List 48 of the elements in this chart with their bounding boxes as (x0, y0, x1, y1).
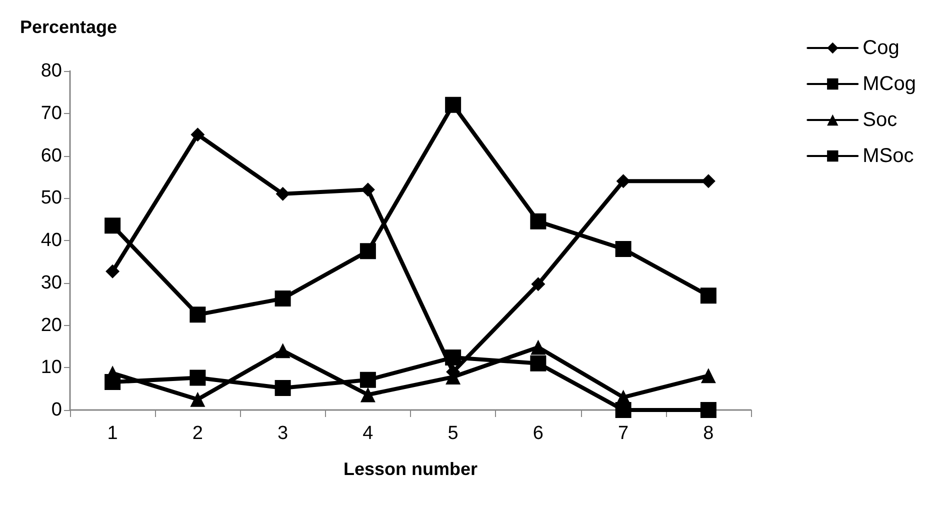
point (700, 288, 716, 304)
point (360, 182, 375, 197)
y-tick-label: 20 (40, 314, 62, 336)
legend-label: Cog (862, 37, 900, 59)
x-tick-label: 8 (703, 423, 714, 444)
y-tick-label: 30 (40, 272, 62, 294)
point (530, 355, 546, 372)
point (190, 306, 206, 323)
y-tick-label: 70 (40, 102, 62, 124)
x-axis-title: Lesson number (343, 459, 478, 479)
x-tick-label: 3 (278, 423, 288, 444)
point (274, 380, 291, 396)
x-tick-label: 5 (448, 423, 458, 444)
point (190, 128, 205, 142)
y-tick-label: 40 (40, 230, 62, 251)
point (615, 240, 632, 257)
point (104, 218, 121, 234)
x-tick-label: 7 (618, 423, 629, 444)
point (190, 392, 206, 407)
y-tick-label: 60 (40, 145, 62, 166)
legend-label: MSoc (862, 145, 914, 167)
y-tick-label: 10 (40, 357, 62, 378)
point (700, 368, 716, 384)
point (360, 372, 376, 388)
point (360, 243, 376, 260)
point (190, 370, 206, 386)
point (531, 277, 546, 292)
x-tick-label: 6 (532, 423, 544, 444)
point (530, 340, 546, 355)
x-tick-label: 1 (107, 423, 118, 444)
point (700, 402, 716, 418)
point (445, 96, 462, 113)
point (360, 387, 376, 402)
legend-label: Soc (862, 109, 898, 131)
point (274, 290, 291, 307)
y-axis-title: Percentage (20, 17, 118, 37)
y-tick-label: 80 (40, 60, 62, 82)
y-tick-label: 50 (40, 188, 62, 209)
x-tick-label: 4 (362, 423, 374, 444)
point (275, 343, 290, 358)
point (616, 174, 630, 188)
x-tick-label: 2 (192, 423, 203, 444)
point (530, 213, 546, 230)
y-tick-label: 0 (51, 400, 62, 420)
point (276, 186, 290, 201)
legend-label: MCog (862, 73, 916, 95)
point (106, 264, 120, 278)
point (701, 174, 716, 188)
